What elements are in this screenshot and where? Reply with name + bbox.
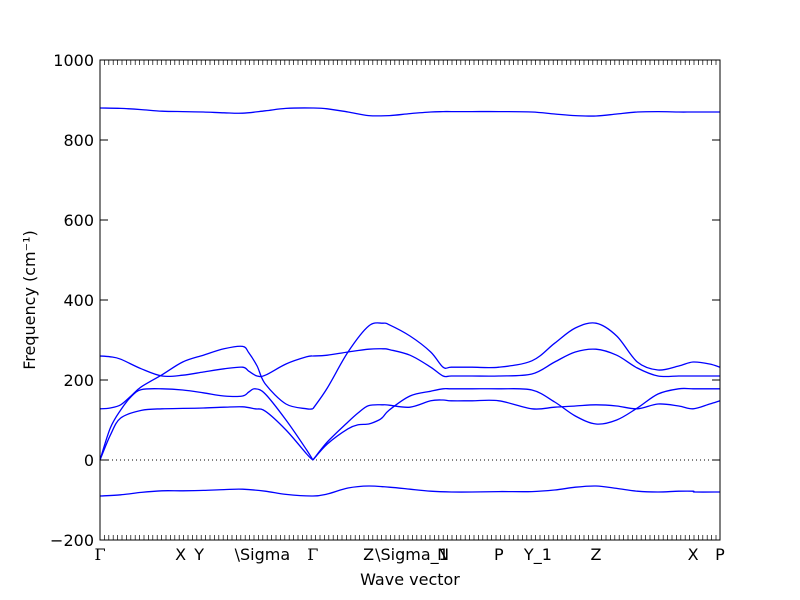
- x-tick-label: Y: [193, 545, 204, 564]
- x-tick-label: P: [494, 545, 504, 564]
- y-tick-label: 600: [63, 211, 94, 230]
- band-line-3: [99, 406, 314, 461]
- x-tick-label: \Sigma_1: [375, 545, 449, 565]
- band-line-10: [312, 348, 720, 378]
- ticks-layer: [99, 59, 720, 541]
- y-axis-title: Frequency (cm⁻¹): [20, 230, 39, 369]
- x-tick-label: Γ: [307, 545, 318, 564]
- band-line-8: [312, 399, 721, 461]
- y-tick-label: 1000: [53, 51, 94, 70]
- y-tick-label: 800: [63, 131, 94, 150]
- x-tick-label: X: [688, 545, 699, 564]
- band-line-9: [312, 322, 721, 410]
- band-line-6: [99, 355, 313, 378]
- band-line-2: [99, 107, 720, 117]
- y-tick-label: 200: [63, 371, 94, 390]
- series-layer: [99, 107, 721, 497]
- x-tick-label: \Sigma: [235, 545, 291, 564]
- y-tick-label: 400: [63, 291, 94, 310]
- y-tick-label: −200: [50, 531, 94, 550]
- band-line-7: [312, 387, 720, 461]
- x-tick-label: X: [175, 545, 186, 564]
- x-tick-label: P: [715, 545, 725, 564]
- x-tick-label: N: [437, 545, 449, 564]
- plot-frame: [99, 59, 721, 541]
- band-line-4: [99, 388, 314, 461]
- x-tick-label: Z: [363, 545, 374, 564]
- x-axis-title: Wave vector: [360, 570, 460, 589]
- x-tick-label: Y_1: [523, 545, 552, 565]
- x-tick-label: Z: [591, 545, 602, 564]
- band-line-5: [99, 345, 313, 410]
- y-tick-label: 0: [84, 451, 94, 470]
- band-line-1: [99, 485, 721, 497]
- x-tick-label: Γ: [94, 545, 105, 564]
